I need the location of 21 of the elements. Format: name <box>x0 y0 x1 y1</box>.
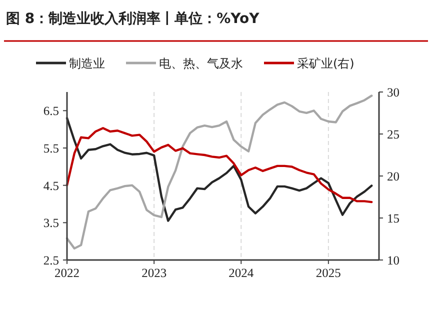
y2-tick-label: 30 <box>387 86 400 100</box>
line-series <box>66 127 373 204</box>
y-tick-label: 4.5 <box>43 178 59 193</box>
y2-tick-label: 15 <box>387 212 400 226</box>
x-tick-label: 2024 <box>228 266 254 280</box>
legend-label: 电、热、气及水 <box>159 56 243 70</box>
chart-title: 图 8：制造业收入利润率丨单位：%YoY <box>6 10 260 27</box>
y-tick-label: 2.5 <box>43 254 59 268</box>
y-tick-label: 6.5 <box>43 104 59 118</box>
x-tick-label: 2023 <box>142 266 167 280</box>
y2-tick-label: 25 <box>387 128 400 142</box>
x-tick-label: 2022 <box>54 266 80 280</box>
y-tick-label: 3.5 <box>43 216 59 230</box>
legend-label: 采矿业(右) <box>297 56 354 70</box>
y2-tick-label: 10 <box>387 254 400 268</box>
line-series <box>66 117 373 222</box>
legend-label: 制造业 <box>69 56 105 70</box>
line-series <box>66 94 373 250</box>
x-tick-label: 2025 <box>316 266 341 280</box>
y-tick-label: 5.5 <box>43 142 59 156</box>
y2-tick-label: 20 <box>387 170 400 184</box>
